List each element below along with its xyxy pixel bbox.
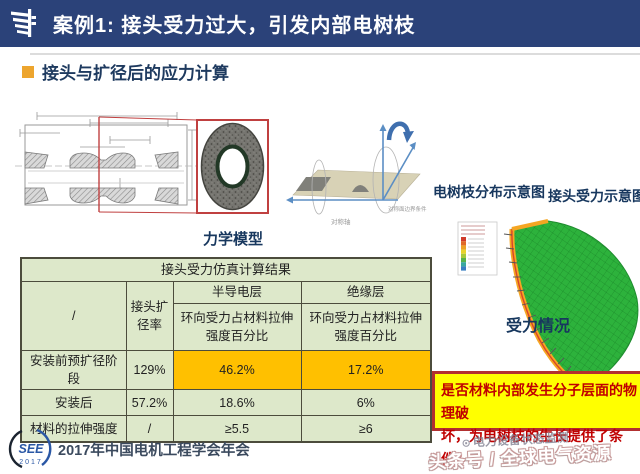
- mechanics-model-caption: 力学模型: [202, 231, 263, 248]
- row-label: 材料的拉伸强度: [20, 415, 127, 443]
- table-title: 接头受力仿真计算结果: [20, 257, 432, 282]
- rotation-arrow-icon: [386, 121, 411, 141]
- header-bar: 案例1: 接头受力过大，引发内部电树枝: [0, 0, 640, 47]
- slide-title: 案例1: 接头受力过大，引发内部电树枝: [53, 15, 416, 37]
- fea-stress-plot: [457, 219, 639, 390]
- row-semi-value: 18.6%: [172, 389, 302, 417]
- ring-inner-hole: [215, 144, 250, 189]
- csee-logo: SEE 2017: [8, 428, 52, 469]
- legend-colorbar: [461, 237, 466, 271]
- logo-text: SEE: [18, 442, 44, 456]
- callout-line2: 坏，为电树枝的生长提供了条件？: [441, 428, 623, 467]
- color-legend: [457, 221, 498, 276]
- callout-line1: 是否材料内部发生分子层面的物理破: [441, 382, 637, 421]
- boundary-label: 对称面边界条件: [388, 205, 427, 213]
- header-shadow: [30, 53, 640, 55]
- row-label: 安装前预扩径阶段: [20, 349, 127, 391]
- row-ratio: 129%: [125, 349, 174, 391]
- section-subtitle: 接头与扩径后的应力计算: [42, 64, 229, 83]
- row-label: 安装后: [20, 389, 127, 417]
- axisymmetric-3d-sketch: 对称轴 对称面边界条件: [286, 121, 427, 226]
- axis-label: 对称轴: [331, 217, 351, 226]
- col-header-semicon: 半导电层: [172, 281, 302, 304]
- row-semi-value: ≥5.5: [172, 415, 302, 443]
- question-callout-box: 是否材料内部发生分子层面的物理破 坏，为电树枝的生长提供了条件？: [432, 371, 640, 467]
- tree-distribution-label: 电树枝分布示意图: [433, 184, 545, 200]
- table-row: 安装后 57.2% 18.6% 6%: [20, 389, 432, 417]
- row-ratio: 57.2%: [125, 389, 174, 417]
- company-logo-icon: [11, 9, 36, 37]
- row-insul-value: ≥6: [300, 415, 432, 443]
- col-header-insulation: 绝缘层: [300, 281, 432, 304]
- joint-force-label: 接头受力示意图: [548, 188, 640, 204]
- simulation-results-table: 接头受力仿真计算结果 / 接头扩径率 半导电层 绝缘层 环向受力占材料拉伸强度百…: [20, 257, 433, 444]
- red-projection-lines: [98, 116, 198, 214]
- row-insul-value: 6%: [300, 389, 432, 417]
- table-row: 安装前预扩径阶段 129% 46.2% 17.2%: [20, 349, 432, 391]
- bullet-square-icon: [22, 66, 34, 78]
- hatched-sections: [24, 151, 179, 205]
- subheader-insulation: 环向受力占材料拉伸强度百分比: [300, 303, 432, 351]
- table-row: 材料的拉伸强度 / ≥5.5 ≥6: [20, 415, 432, 443]
- conference-name: 2017年中国电机工程学会年会: [58, 443, 250, 459]
- joint-drawing-figure: 对称轴 对称面边界条件: [15, 112, 427, 226]
- row-ratio: /: [125, 415, 174, 443]
- logo-year: 2017: [19, 459, 43, 466]
- stress-situation-label: 受力情况: [506, 318, 571, 335]
- row-insul-value: 17.2%: [300, 349, 432, 391]
- subheader-semicon: 环向受力占材料拉伸强度百分比: [172, 303, 302, 351]
- col-header-slash: /: [20, 281, 127, 351]
- dimension-lines: [19, 112, 196, 201]
- row-semi-value: 46.2%: [172, 349, 302, 391]
- col-header-expansion: 接头扩径率: [125, 281, 174, 351]
